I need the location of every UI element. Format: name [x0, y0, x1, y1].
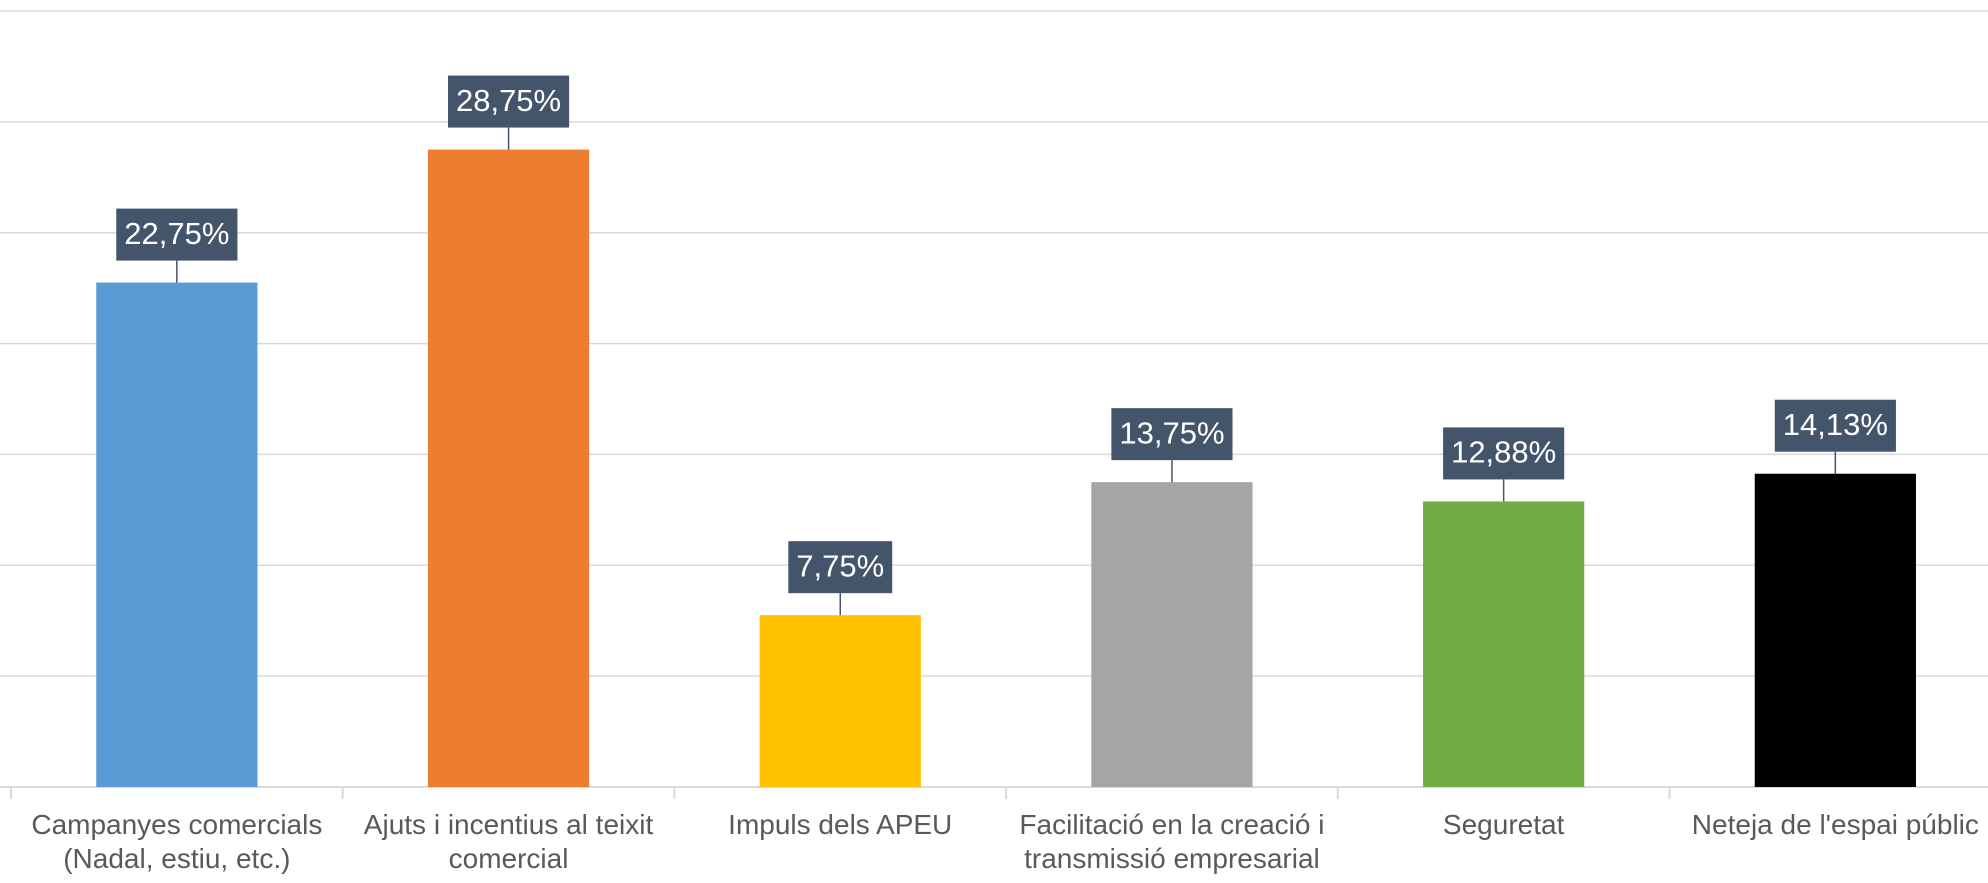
bar	[1754, 473, 1916, 787]
x-tick-label: Ajuts i incentius al teixit comercial	[363, 809, 654, 874]
bar	[1423, 501, 1585, 787]
data-label: 13,75%	[1119, 415, 1224, 450]
bar	[1091, 482, 1253, 787]
data-label: 14,13%	[1783, 407, 1888, 442]
data-label-box	[116, 208, 238, 261]
data-label-box	[1774, 399, 1896, 452]
data-label: 7,75%	[796, 548, 884, 583]
data-label-box	[447, 75, 570, 128]
data-label: 12,88%	[1451, 435, 1556, 470]
bar	[96, 282, 258, 787]
data-label-box	[1443, 427, 1565, 480]
bar	[427, 149, 590, 788]
x-tick-label: Impuls dels APEU	[728, 809, 953, 840]
x-tick-label: Facilitació en la creació i transmissió …	[1019, 809, 1325, 874]
x-tick-label: Campanyes comercials (Nadal, estiu, etc.…	[31, 809, 323, 874]
x-tick-label: Neteja de l'espai públic	[1691, 809, 1979, 840]
bar	[759, 615, 921, 787]
x-tick-label: Seguretat	[1442, 809, 1565, 840]
data-label-box	[1111, 408, 1233, 461]
data-label: 22,75%	[124, 216, 229, 251]
data-label-box	[788, 541, 893, 594]
data-label: 28,75%	[456, 83, 561, 118]
